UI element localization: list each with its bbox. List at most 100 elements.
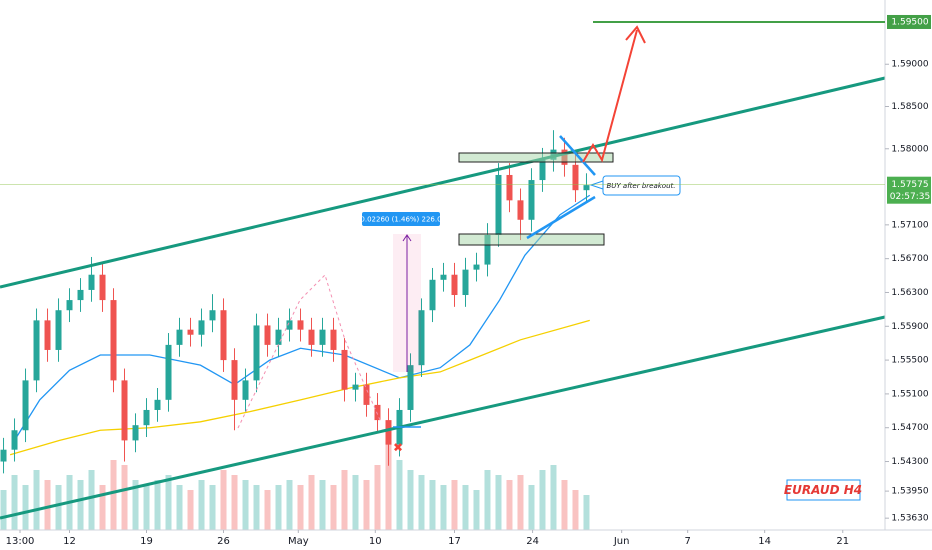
candle-body xyxy=(22,380,29,431)
candle-body xyxy=(473,264,480,270)
price-tag xyxy=(887,176,931,204)
triangle-bottom xyxy=(526,195,596,240)
x-tick-label: 7 xyxy=(684,536,690,547)
volume-bar xyxy=(319,480,326,530)
volume-bar xyxy=(44,480,51,530)
candle-body xyxy=(264,325,271,345)
volume-bar xyxy=(341,470,348,530)
volume-bar xyxy=(11,475,18,530)
volume-bar xyxy=(396,460,403,530)
ma-layer xyxy=(9,194,591,456)
y-tick-label: 1.55500 xyxy=(891,356,928,366)
volume-bar xyxy=(22,485,29,530)
volume-bar xyxy=(143,485,150,530)
volume-bar xyxy=(374,465,381,530)
volume-bar xyxy=(88,470,95,530)
volume-bar xyxy=(297,485,304,530)
candle-body xyxy=(121,380,128,441)
candle-body xyxy=(99,274,106,301)
volume-bar xyxy=(110,460,117,530)
candle-body xyxy=(0,449,7,462)
volume-bar xyxy=(539,470,546,530)
x-tick-label: 14 xyxy=(758,536,771,547)
volume-bar xyxy=(352,475,359,530)
x-tick-label: 24 xyxy=(526,536,539,547)
volume-bar xyxy=(484,470,491,530)
volume-bar xyxy=(0,490,7,530)
candle-body xyxy=(165,344,172,400)
candle-body xyxy=(275,329,282,345)
volume-bar xyxy=(99,485,106,530)
volume-bar xyxy=(253,485,260,530)
volume-bar xyxy=(418,475,425,530)
forecast-arrowhead xyxy=(625,25,646,44)
volume-bar xyxy=(517,475,524,530)
volume-bar xyxy=(440,485,447,530)
x-tick-label: 26 xyxy=(217,536,230,547)
volume-bar xyxy=(286,480,293,530)
candle-body xyxy=(231,360,238,400)
candle-body xyxy=(484,234,491,265)
y-tick-label: 1.58000 xyxy=(891,144,928,154)
volume-bar xyxy=(583,495,590,530)
volume-bar xyxy=(550,465,557,530)
volume-bar xyxy=(198,480,205,530)
volume-bar xyxy=(407,470,414,530)
candle-body xyxy=(363,384,370,405)
measure-label-box xyxy=(362,212,440,226)
y-tick-label: 1.54700 xyxy=(891,423,928,433)
candle-body xyxy=(319,329,326,345)
candle-body xyxy=(462,269,469,296)
x-tick-label: 12 xyxy=(63,536,76,547)
candle-body xyxy=(440,274,447,280)
candle-body xyxy=(77,289,84,301)
candle-body xyxy=(517,200,524,220)
volume-bar xyxy=(154,480,161,530)
candle-body xyxy=(407,365,414,410)
candle-body xyxy=(374,404,381,421)
candle-body xyxy=(451,274,458,296)
candle-body xyxy=(242,380,249,400)
volume-bar xyxy=(209,485,216,530)
candle-body xyxy=(385,420,392,445)
candle-body xyxy=(330,329,337,350)
volume-bar xyxy=(132,480,139,530)
candle-body xyxy=(495,174,502,235)
volume-bar xyxy=(429,480,436,530)
x-tick-label: 19 xyxy=(140,536,153,547)
x-tick-label: 13:00 xyxy=(6,536,35,547)
callout-pointer xyxy=(589,180,604,190)
candle-body xyxy=(528,180,535,220)
candle-body xyxy=(583,185,590,191)
resistance-zone xyxy=(458,152,614,163)
candle-body xyxy=(176,329,183,345)
chart-title: EURAUD H4 xyxy=(784,483,862,497)
volume-bar xyxy=(495,475,502,530)
candle-body xyxy=(308,329,315,345)
x-tick-label: 21 xyxy=(836,536,849,547)
candle-body xyxy=(11,430,18,450)
volume-bar xyxy=(55,485,62,530)
candle-body xyxy=(88,274,95,290)
candle-body xyxy=(539,159,546,181)
volume-bar xyxy=(275,485,282,530)
volume-bar xyxy=(506,480,513,530)
candle-body xyxy=(187,329,194,335)
volume-bar xyxy=(242,480,249,530)
candle-body xyxy=(143,409,150,426)
y-tick-label: 1.53630 xyxy=(891,514,928,524)
y-tick-label: 1.55900 xyxy=(891,322,928,332)
candle-body xyxy=(341,349,348,390)
volume-bar xyxy=(528,485,535,530)
candle-body xyxy=(297,320,304,330)
y-tick-label: 1.54300 xyxy=(891,457,928,467)
volume-bar xyxy=(264,490,271,530)
candle-body xyxy=(154,399,161,410)
volume-bar xyxy=(385,440,392,530)
candle-body xyxy=(198,320,205,335)
volume-bar xyxy=(561,480,568,530)
countdown-label: 02:57:35 xyxy=(890,192,930,202)
channel-lower xyxy=(0,315,886,520)
candle-body xyxy=(429,279,436,311)
price-label: 1.57575 xyxy=(891,180,928,190)
